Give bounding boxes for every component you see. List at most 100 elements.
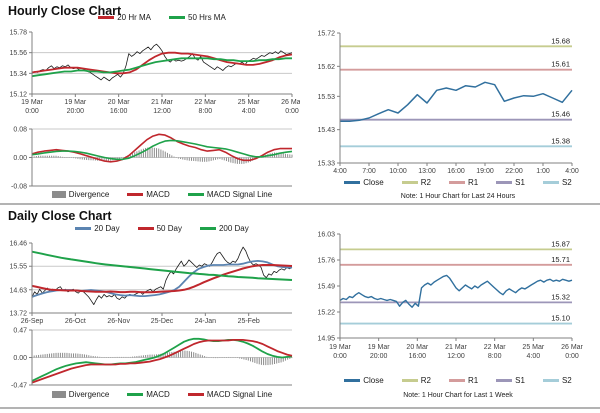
legend-item-50-hrs-ma: 50 Hrs MA	[169, 13, 226, 22]
svg-text:15.38: 15.38	[551, 136, 570, 145]
svg-text:16:00: 16:00	[447, 168, 465, 175]
svg-text:26 Mar: 26 Mar	[561, 344, 583, 351]
svg-text:0:00: 0:00	[333, 353, 347, 360]
legend-label: S1	[515, 178, 525, 187]
legend-swatch	[496, 379, 513, 382]
legend-item-s2: S2	[542, 178, 572, 187]
svg-text:26-Nov: 26-Nov	[107, 318, 130, 325]
svg-text:15.62: 15.62	[317, 64, 335, 71]
svg-text:8:00: 8:00	[199, 108, 213, 115]
daily-sr-chart: 15.87 15.71 15.32 15.10 16.03 15.76 15.49 15.22…	[317, 232, 583, 361]
hourly-sr-note: Note: 1 Hour Chart for Last 24 Hours	[400, 193, 516, 200]
svg-text:16.03: 16.03	[317, 232, 335, 239]
legend-label: 200 Day	[218, 224, 249, 233]
hourly-sr-legend: Close R2 R1 S1 S2	[340, 178, 576, 187]
svg-text:25-Dec: 25-Dec	[151, 318, 174, 325]
daily-sr-note: Note: 1 Hour Chart for Last 1 Week	[403, 392, 513, 399]
legend-item-200-day: 200 Day	[199, 224, 249, 233]
svg-text:15.46: 15.46	[551, 110, 570, 119]
svg-text:15.49: 15.49	[317, 284, 335, 291]
hourly-sr-chart: 15.68 15.61 15.46 15.38 15.72 15.62 15.53 15.43…	[317, 31, 579, 176]
svg-text:15.87: 15.87	[551, 239, 570, 248]
svg-text:15.61: 15.61	[551, 60, 570, 69]
svg-text:22 Mar: 22 Mar	[484, 344, 506, 351]
svg-text:19 Mar: 19 Mar	[64, 99, 86, 106]
svg-text:4:00: 4:00	[565, 168, 579, 175]
legend-item-divergence: Divergence	[51, 390, 109, 399]
svg-text:22 Mar: 22 Mar	[194, 99, 216, 106]
legend-item-r1: R1	[448, 178, 479, 187]
svg-text:21 Mar: 21 Mar	[151, 99, 173, 106]
legend-item-r2: R2	[401, 178, 431, 187]
svg-text:0.00: 0.00	[13, 355, 27, 362]
svg-text:1:00: 1:00	[536, 168, 550, 175]
svg-text:15.43: 15.43	[317, 127, 335, 134]
legend-swatch	[199, 227, 216, 230]
svg-text:7:00: 7:00	[362, 168, 376, 175]
legend-label: R1	[467, 376, 479, 385]
legend-swatch	[51, 191, 66, 198]
section-divider	[0, 203, 600, 205]
svg-text:24-Jan: 24-Jan	[195, 318, 217, 325]
legend-label: R1	[467, 178, 479, 187]
svg-text:12:00: 12:00	[447, 353, 465, 360]
svg-text:0.00: 0.00	[13, 155, 27, 162]
svg-text:21 Mar: 21 Mar	[445, 344, 467, 351]
svg-text:25 Mar: 25 Mar	[522, 344, 544, 351]
legend-swatch	[75, 227, 92, 230]
legend-label: R2	[420, 376, 431, 385]
legend-label: Divergence	[68, 190, 110, 199]
legend-label: 50 Hrs MA	[188, 13, 226, 22]
svg-text:15.53: 15.53	[317, 94, 335, 101]
hourly-macd-legend: Divergence MACD MACD Signal Line	[32, 190, 292, 199]
legend-item-s1: S1	[496, 376, 525, 385]
legend-label: 50 Day	[156, 224, 182, 233]
bottom-divider	[0, 407, 600, 409]
legend-swatch	[344, 379, 361, 382]
legend-item-50-day: 50 Day	[137, 224, 182, 233]
legend-swatch	[169, 16, 185, 19]
legend-swatch	[448, 379, 465, 382]
svg-text:12:00: 12:00	[153, 108, 171, 115]
legend-item-close: Close	[344, 376, 384, 385]
svg-text:19 Mar: 19 Mar	[368, 344, 390, 351]
legend-item-macd: MACD	[127, 190, 170, 199]
legend-swatch	[401, 379, 418, 382]
svg-text:4:00: 4:00	[333, 168, 347, 175]
svg-text:15.76: 15.76	[317, 258, 335, 265]
svg-text:25-Feb: 25-Feb	[238, 318, 260, 325]
svg-text:20:00: 20:00	[370, 353, 388, 360]
hourly-macd-chart: 0.08 0.00 -0.08	[11, 127, 293, 190]
svg-text:19 Mar: 19 Mar	[21, 99, 43, 106]
legend-label: MACD	[146, 190, 170, 199]
svg-text:15.12: 15.12	[9, 92, 27, 99]
svg-text:20 Mar: 20 Mar	[406, 344, 428, 351]
daily-sr-legend: Close R2 R1 S1 S2	[340, 376, 576, 385]
svg-text:19:00: 19:00	[476, 168, 494, 175]
daily-macd-legend: Divergence MACD MACD Signal Line	[32, 390, 292, 399]
daily-price-legend: 20 Day 50 Day 200 Day	[32, 224, 292, 233]
legend-swatch	[137, 227, 154, 230]
svg-text:4:00: 4:00	[527, 353, 541, 360]
legend-item-macd-signal-line: MACD Signal Line	[187, 390, 272, 399]
legend-label: S1	[515, 376, 525, 385]
svg-text:16:00: 16:00	[409, 353, 427, 360]
svg-text:15.22: 15.22	[317, 310, 335, 317]
svg-text:20 Mar: 20 Mar	[108, 99, 130, 106]
legend-swatch	[127, 393, 144, 396]
legend-label: MACD Signal Line	[206, 190, 273, 199]
svg-text:15.34: 15.34	[9, 71, 27, 78]
legend-label: MACD	[146, 390, 170, 399]
legend-item-divergence: Divergence	[51, 190, 110, 199]
svg-text:0:00: 0:00	[25, 108, 39, 115]
svg-text:26 Mar: 26 Mar	[281, 99, 300, 106]
svg-text:13.72: 13.72	[9, 311, 27, 318]
legend-item-close: Close	[344, 178, 384, 187]
svg-text:15.78: 15.78	[9, 30, 27, 37]
legend-swatch	[401, 181, 418, 184]
hourly-price-legend: 20 Hr MA 50 Hrs MA	[32, 13, 292, 22]
daily-macd-chart: 0.47 0.00 -0.47	[11, 328, 293, 388]
